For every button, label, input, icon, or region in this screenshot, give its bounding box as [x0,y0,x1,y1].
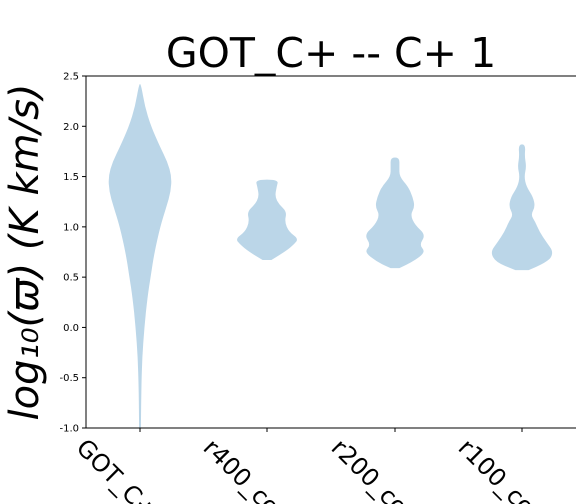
axes [85,75,576,429]
violin-r400-co [237,179,297,260]
violin-layer [108,84,553,428]
y-tick-label: -0.5 [59,373,79,384]
y-tick-label: 0.5 [63,273,79,284]
x-tick-label: r200_co [326,433,413,504]
violin-r100-co [491,144,553,271]
violin-got-c- [108,84,172,428]
y-axis-label: log₁₀(ϖ) (K km/s) [2,83,48,420]
chart-title: GOT_C+ -- C+ 1 [166,29,496,77]
x-ticks: GOT_C+ r400_co r200_co r100_co [71,428,540,504]
y-tick-label: 1.5 [63,172,79,183]
svg-text:log₁₀(ϖ) (K km/s): log₁₀(ϖ) (K km/s) [2,83,48,420]
y-ticks: -1.0 -0.5 0.0 0.5 1.0 1.5 2.0 2.5 [59,72,86,435]
violin-r200-co [366,157,424,269]
x-tick-label: r400_co [198,433,285,504]
y-tick-label: 0.0 [63,323,79,334]
y-tick-label: -1.0 [59,424,79,435]
x-tick-label: r100_co [453,433,540,504]
y-tick-label: 2.5 [63,72,79,83]
y-tick-label: 1.0 [63,222,79,233]
x-tick-label: GOT_C+ [71,433,162,504]
y-tick-label: 2.0 [63,122,79,133]
